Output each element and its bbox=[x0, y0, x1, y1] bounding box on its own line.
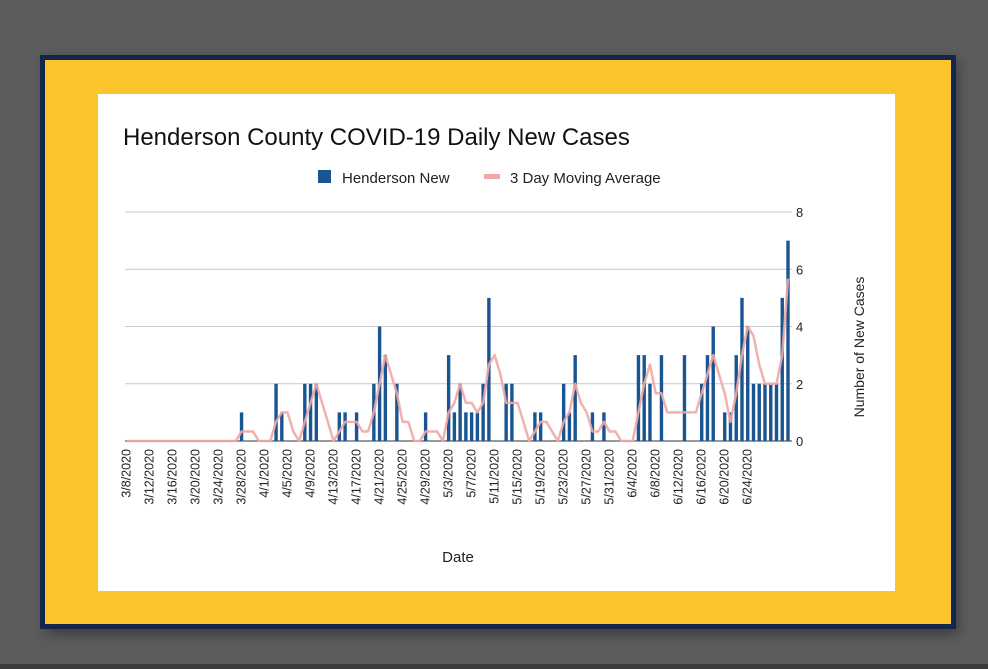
x-tick-label: 6/24/2020 bbox=[741, 449, 755, 505]
y-tick-label: 2 bbox=[796, 377, 803, 392]
bottom-strip bbox=[0, 664, 988, 669]
chart-title: Henderson County COVID-19 Daily New Case… bbox=[123, 124, 630, 151]
y-axis-ticks: 0 2 4 6 8 bbox=[796, 205, 803, 449]
legend: Henderson New 3 Day Moving Average bbox=[318, 170, 661, 187]
bar bbox=[561, 383, 566, 441]
bar bbox=[510, 383, 514, 441]
bar bbox=[728, 412, 733, 441]
x-tick-label: 4/5/2020 bbox=[281, 449, 295, 498]
x-tick-label: 4/21/2020 bbox=[373, 449, 387, 505]
chart-card: Henderson County COVID-19 Daily New Case… bbox=[98, 94, 895, 591]
bar bbox=[337, 412, 342, 441]
bar bbox=[774, 383, 779, 441]
y-tick-label: 0 bbox=[796, 434, 803, 449]
y-tick-label: 6 bbox=[796, 262, 803, 277]
bar bbox=[239, 412, 244, 441]
bar bbox=[458, 383, 462, 441]
x-tick-label: 3/8/2020 bbox=[120, 449, 134, 498]
x-tick-label: 4/13/2020 bbox=[327, 449, 341, 505]
x-tick-label: 6/8/2020 bbox=[649, 449, 663, 498]
bar bbox=[763, 383, 767, 441]
bar bbox=[740, 297, 744, 441]
x-tick-label: 5/19/2020 bbox=[534, 449, 548, 505]
bar bbox=[452, 412, 457, 441]
bar bbox=[636, 355, 641, 441]
x-tick-label: 5/23/2020 bbox=[557, 449, 571, 505]
bar bbox=[590, 412, 595, 441]
bar bbox=[723, 412, 727, 441]
bar bbox=[700, 383, 704, 441]
bar bbox=[567, 412, 572, 441]
bar bbox=[475, 412, 480, 441]
bar bbox=[533, 412, 537, 441]
y-tick-label: 8 bbox=[796, 205, 803, 220]
bar bbox=[648, 383, 652, 441]
moving-average-line bbox=[126, 278, 790, 443]
x-tick-label: 6/12/2020 bbox=[672, 449, 686, 505]
bar bbox=[395, 383, 399, 441]
x-tick-label: 4/29/2020 bbox=[419, 449, 433, 505]
moving-average-series bbox=[126, 278, 790, 443]
bar bbox=[274, 383, 278, 441]
bar bbox=[751, 383, 756, 441]
y-axis-label: Number of New Cases bbox=[851, 277, 867, 418]
x-tick-label: 4/1/2020 bbox=[258, 449, 272, 498]
x-tick-label: 3/20/2020 bbox=[189, 449, 203, 505]
x-tick-label: 4/9/2020 bbox=[304, 449, 318, 498]
x-tick-label: 5/3/2020 bbox=[442, 449, 456, 498]
x-tick-label: 6/16/2020 bbox=[695, 449, 709, 505]
legend-label-bar: Henderson New bbox=[342, 170, 450, 187]
y-tick-label: 4 bbox=[796, 320, 803, 335]
bar bbox=[602, 412, 606, 441]
x-tick-label: 3/16/2020 bbox=[166, 449, 180, 505]
x-axis-ticks: 3/8/2020 3/12/2020 3/16/2020 3/20/2020 3/24/… bbox=[120, 449, 755, 505]
legend-label-line: 3 Day Moving Average bbox=[510, 170, 661, 187]
bar bbox=[423, 412, 428, 441]
bar bbox=[769, 383, 773, 441]
x-tick-label: 6/20/2020 bbox=[718, 449, 732, 505]
x-tick-label: 3/28/2020 bbox=[235, 449, 249, 505]
bar bbox=[682, 355, 687, 441]
bar bbox=[383, 355, 388, 441]
bar bbox=[642, 355, 646, 441]
bar bbox=[786, 240, 790, 441]
x-tick-label: 6/4/2020 bbox=[626, 449, 640, 498]
bar bbox=[280, 412, 284, 441]
bar bbox=[354, 412, 359, 441]
x-tick-label: 4/17/2020 bbox=[350, 449, 364, 505]
bar bbox=[659, 355, 664, 441]
x-axis-label: Date bbox=[442, 549, 474, 566]
bar bbox=[469, 412, 474, 441]
bar bbox=[464, 412, 468, 441]
bar bbox=[780, 297, 784, 441]
bars bbox=[239, 240, 790, 441]
x-tick-label: 5/7/2020 bbox=[465, 449, 479, 498]
x-tick-label: 5/15/2020 bbox=[511, 449, 525, 505]
bar bbox=[538, 412, 543, 441]
bar bbox=[504, 383, 508, 441]
x-tick-label: 5/31/2020 bbox=[603, 449, 617, 505]
bar bbox=[573, 355, 577, 441]
bar bbox=[705, 355, 710, 441]
bar bbox=[446, 355, 451, 441]
x-tick-label: 4/25/2020 bbox=[396, 449, 410, 505]
bar bbox=[746, 326, 750, 441]
x-tick-label: 3/24/2020 bbox=[212, 449, 226, 505]
bar bbox=[314, 383, 319, 441]
bar bbox=[711, 326, 715, 441]
chart: Henderson County COVID-19 Daily New Case… bbox=[120, 124, 868, 566]
bar bbox=[308, 383, 313, 441]
legend-swatch-line bbox=[484, 174, 500, 179]
x-tick-label: 5/27/2020 bbox=[580, 449, 594, 505]
bar bbox=[303, 383, 307, 441]
bar bbox=[481, 383, 485, 441]
bar bbox=[343, 412, 347, 441]
x-tick-label: 5/11/2020 bbox=[488, 449, 502, 504]
legend-swatch-bar bbox=[318, 170, 331, 183]
x-tick-label: 3/12/2020 bbox=[143, 449, 157, 505]
bar bbox=[757, 383, 761, 441]
